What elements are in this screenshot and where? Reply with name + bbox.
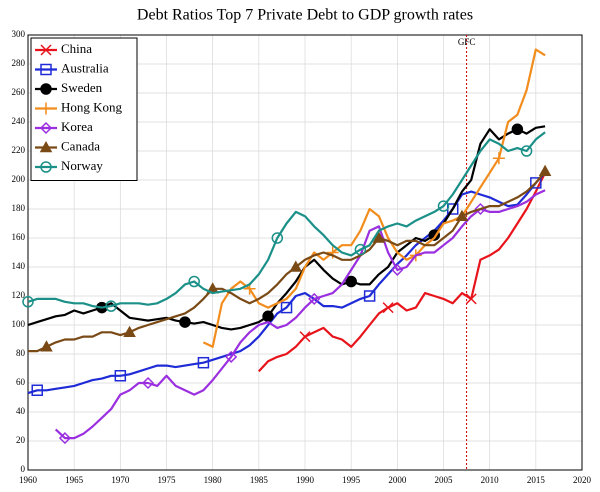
marker: [530, 177, 542, 189]
marker: [437, 200, 450, 212]
marker: [520, 145, 533, 157]
marker: [40, 102, 52, 115]
y-tick-label: 20: [16, 435, 26, 445]
marker: [188, 275, 200, 288]
y-tick-label: 120: [12, 290, 26, 300]
marker: [363, 290, 376, 302]
series-line: [28, 170, 546, 353]
y-tick-label: 140: [12, 261, 26, 271]
x-tick-label: 1995: [342, 475, 361, 485]
marker: [299, 331, 311, 343]
y-tick-label: 260: [12, 87, 26, 97]
x-tick-label: 2010: [481, 475, 500, 485]
marker: [197, 356, 210, 369]
x-tick-label: 1975: [158, 475, 177, 485]
marker: [40, 83, 52, 95]
x-tick-label: 1990: [296, 475, 315, 485]
marker: [262, 310, 274, 323]
marker: [492, 152, 505, 165]
legend-label: Korea: [61, 119, 93, 134]
marker: [123, 325, 136, 337]
x-tick-label: 1985: [250, 475, 269, 485]
y-tick-label: 160: [12, 232, 26, 242]
marker: [40, 161, 52, 173]
legend-label: Australia: [61, 60, 109, 75]
marker: [538, 164, 552, 177]
marker: [40, 44, 52, 56]
legend-label: Hong Kong: [61, 99, 123, 114]
marker: [40, 340, 53, 352]
series-line: [27, 131, 546, 309]
series-line: [202, 48, 546, 348]
marker: [455, 209, 469, 221]
series-line: [54, 189, 546, 440]
y-tick-label: 300: [12, 29, 26, 39]
y-tick-label: 100: [12, 319, 26, 329]
marker: [58, 432, 71, 445]
x-tick-label: 2000: [388, 475, 407, 485]
y-tick-label: 40: [16, 406, 26, 416]
legend-label: Norway: [61, 158, 103, 173]
marker: [105, 300, 117, 312]
legend-label: China: [61, 41, 92, 56]
x-tick-label: 1980: [204, 475, 223, 485]
legend-label: Sweden: [61, 80, 103, 95]
marker: [372, 231, 386, 243]
y-tick-label: 240: [12, 116, 26, 126]
plot-frame: [27, 34, 583, 471]
x-tick-label: 2015: [527, 475, 546, 485]
marker: [391, 263, 404, 276]
marker: [225, 350, 238, 363]
x-tick-label: 1970: [111, 475, 130, 485]
x-tick-label: 2020: [573, 475, 592, 485]
marker: [40, 63, 52, 76]
marker: [465, 293, 477, 305]
marker: [354, 243, 367, 256]
marker: [22, 296, 34, 308]
y-tick-label: 180: [12, 203, 26, 213]
marker: [114, 370, 127, 382]
x-tick-label: 1960: [19, 475, 38, 485]
marker: [308, 292, 321, 305]
y-tick-label: 0: [21, 464, 26, 474]
y-tick-label: 60: [16, 377, 26, 387]
marker: [39, 140, 53, 153]
marker: [39, 121, 53, 135]
marker: [31, 384, 43, 396]
y-tick-label: 200: [12, 174, 26, 184]
chart-title: Debt Ratios Top 7 Private Debt to GDP gr…: [137, 7, 473, 24]
marker: [179, 316, 191, 328]
y-tick-label: 220: [12, 145, 26, 155]
marker: [289, 260, 303, 272]
marker: [511, 123, 524, 135]
x-tick-label: 2005: [435, 475, 454, 485]
marker: [345, 275, 357, 288]
marker: [280, 301, 293, 314]
x-tick-label: 1965: [65, 475, 84, 485]
annotation-label: GFC: [458, 37, 476, 47]
marker: [141, 376, 155, 390]
marker: [382, 302, 394, 314]
y-tick-label: 280: [12, 58, 26, 68]
marker: [271, 232, 284, 244]
y-tick-label: 80: [16, 348, 26, 358]
legend-label: Canada: [61, 138, 100, 153]
